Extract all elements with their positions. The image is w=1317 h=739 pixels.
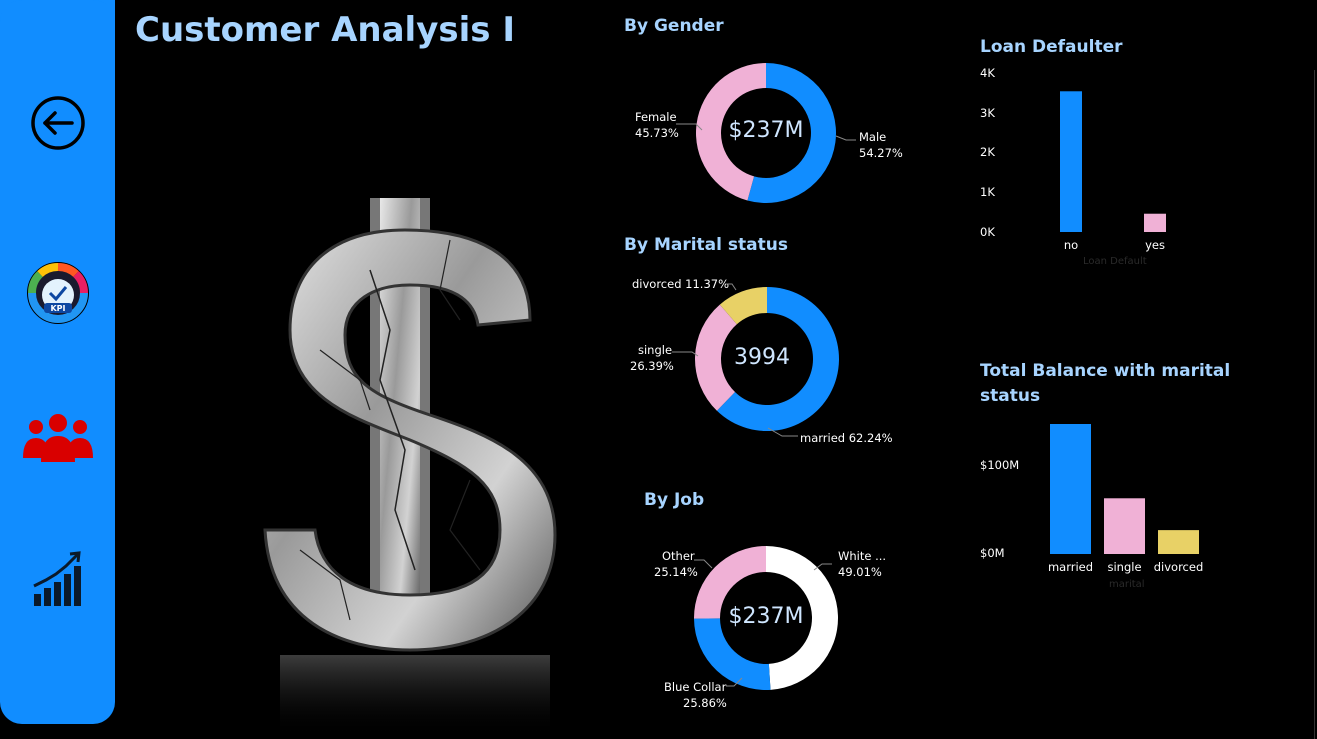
- kpi-button[interactable]: KPI: [20, 255, 95, 330]
- job-slice-other[interactable]: [694, 546, 766, 619]
- growth-button[interactable]: [20, 540, 95, 615]
- loan-y-tick-0k: 0K: [980, 225, 995, 239]
- marital-married-label: married 62.24%: [800, 431, 893, 445]
- job-white-pct: 49.01%: [838, 565, 882, 579]
- job-slice-blue-collar[interactable]: [694, 618, 771, 690]
- gender-leader-lines: [676, 123, 856, 141]
- marital-single-label: single 26.39%: [630, 342, 674, 374]
- balance-x-axis-title: marital: [1109, 579, 1145, 590]
- balance-bar-single[interactable]: [1104, 498, 1145, 554]
- job-slice-white[interactable]: [766, 546, 838, 690]
- loan-x-tick-no: no: [1064, 238, 1078, 252]
- job-donut-chart[interactable]: [694, 546, 838, 690]
- page-title: Customer Analysis I: [135, 10, 515, 50]
- back-button[interactable]: [20, 85, 95, 160]
- marital-slice-divorced[interactable]: [719, 287, 767, 325]
- job-blue-label: Blue Collar 25.86%: [664, 679, 727, 711]
- loan-bar-chart[interactable]: no yes: [1040, 70, 1190, 255]
- balance-x-tick-single: single: [1107, 560, 1141, 574]
- balance-bar-divorced[interactable]: [1158, 530, 1199, 554]
- job-leader-lines: [694, 559, 832, 687]
- marital-divorced-label: divorced 11.37%: [632, 277, 730, 291]
- gender-male-label: Male 54.27%: [859, 129, 903, 161]
- loan-bar-no[interactable]: [1060, 91, 1082, 232]
- sidebar-nav: KPI: [0, 0, 115, 724]
- gender-female-label: Female 45.73%: [635, 109, 679, 141]
- marital-single-pct: 26.39%: [630, 359, 674, 373]
- gender-male-name: Male: [859, 130, 887, 144]
- dollar-sign-image: [263, 198, 557, 739]
- marital-single-name: single: [638, 343, 673, 357]
- canvas-border: [1314, 70, 1315, 739]
- balance-x-tick-divorced: divorced: [1154, 560, 1204, 574]
- customers-button[interactable]: [20, 400, 95, 475]
- gender-female-pct: 45.73%: [635, 126, 679, 140]
- job-blue-pct: 25.86%: [683, 696, 727, 710]
- loan-y-tick-4k: 4K: [980, 66, 995, 80]
- loan-chart-title: Loan Defaulter: [980, 37, 1123, 57]
- back-arrow-icon: [30, 95, 85, 150]
- loan-x-tick-yes: yes: [1145, 238, 1165, 252]
- gender-slice-female[interactable]: [696, 63, 766, 201]
- svg-text:KPI: KPI: [50, 304, 65, 313]
- balance-bar-chart[interactable]: married single divorced: [1040, 420, 1220, 580]
- job-white-name: White ...: [838, 549, 887, 563]
- balance-x-tick-married: married: [1048, 560, 1093, 574]
- gender-chart-title: By Gender: [624, 16, 724, 36]
- loan-bar-yes[interactable]: [1144, 213, 1166, 232]
- job-chart-title: By Job: [644, 490, 705, 510]
- gender-donut-chart[interactable]: [696, 63, 836, 203]
- job-other-label: Other 25.14%: [654, 548, 698, 580]
- marital-slice-single[interactable]: [695, 304, 737, 411]
- balance-title-line2: status: [980, 386, 1041, 406]
- growth-chart-icon: [32, 550, 81, 606]
- loan-y-tick-3k: 3K: [980, 106, 995, 120]
- marital-donut-center-value: 3994: [734, 345, 790, 370]
- job-donut-center-value: $237M: [728, 604, 804, 629]
- balance-y-tick-100m: $100M: [980, 458, 1020, 472]
- balance-chart-title: Total Balance with marital status: [980, 359, 1230, 409]
- job-other-pct: 25.14%: [654, 565, 698, 579]
- balance-title-line1: Total Balance with marital: [980, 361, 1231, 381]
- marital-leader-lines: [672, 283, 798, 437]
- balance-y-tick-0m: $0M: [980, 546, 1005, 560]
- marital-slice-married[interactable]: [716, 287, 839, 431]
- customers-icon: [22, 413, 93, 462]
- job-white-label: White ... 49.01%: [838, 548, 886, 580]
- gender-male-pct: 54.27%: [859, 146, 903, 160]
- gender-female-name: Female: [635, 110, 677, 124]
- loan-y-tick-2k: 2K: [980, 145, 995, 159]
- marital-donut-chart[interactable]: [695, 287, 839, 431]
- gender-donut-center-value: $237M: [728, 118, 804, 143]
- gender-slice-male[interactable]: [747, 63, 836, 203]
- kpi-gauge-icon: KPI: [26, 261, 89, 324]
- balance-bar-married[interactable]: [1050, 424, 1091, 554]
- loan-y-tick-1k: 1K: [980, 185, 995, 199]
- job-other-name: Other: [662, 549, 695, 563]
- job-blue-name: Blue Collar: [664, 680, 727, 694]
- marital-chart-title: By Marital status: [624, 235, 788, 255]
- loan-x-axis-title: Loan Default: [1083, 256, 1147, 267]
